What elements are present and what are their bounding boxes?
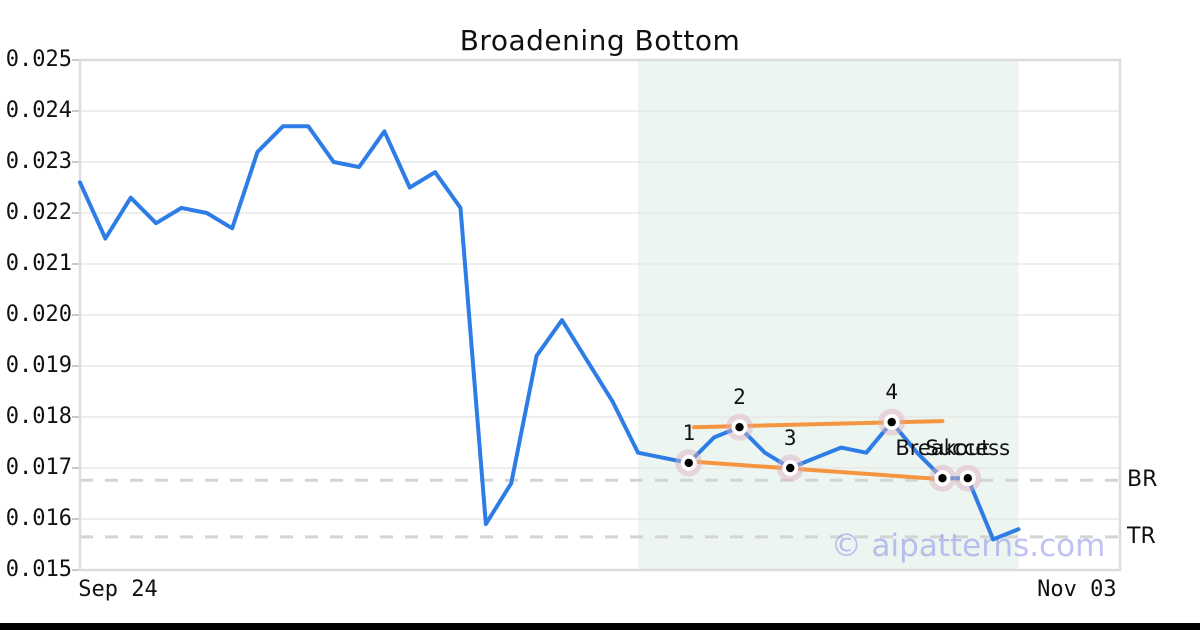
pattern-point-2-dot — [735, 423, 744, 432]
y-tick-label: 0.021 — [5, 251, 72, 276]
plot-border — [78, 58, 1122, 572]
breakout-label: Breakout — [895, 436, 990, 461]
y-tick-label: 0.022 — [5, 200, 72, 225]
x-tick-label: Sep 24 — [78, 577, 158, 602]
y-tick-label: 0.017 — [5, 455, 72, 480]
level-label-br: BR — [1127, 467, 1158, 493]
pattern-point-4-dot — [887, 417, 896, 427]
success-marker-dot — [963, 474, 973, 483]
level-label-tr: TR — [1127, 523, 1156, 549]
y-tick-label: 0.025 — [5, 47, 72, 72]
pattern-point-label-1: 1 — [682, 420, 696, 445]
lower-broadening-line — [686, 459, 945, 482]
success-label: Success — [925, 436, 1011, 461]
breakout-marker-dot — [938, 474, 947, 483]
pattern-point-label-3: 3 — [783, 426, 797, 450]
chart-title: Broadening Bottom — [459, 24, 741, 57]
pattern-point-3-dot — [786, 463, 795, 473]
y-tick-label: 0.018 — [5, 404, 72, 429]
y-tick-label: 0.024 — [5, 98, 72, 123]
x-tick-label: Nov 03 — [1037, 577, 1117, 602]
pattern-point-label-2: 2 — [733, 385, 746, 410]
y-tick-label: 0.019 — [5, 353, 72, 378]
y-tick-label: 0.016 — [5, 506, 72, 531]
pattern-point-label-4: 4 — [885, 380, 899, 405]
y-tick-label: 0.020 — [5, 302, 72, 327]
y-tick-label: 0.015 — [5, 557, 72, 582]
footer-bar — [0, 623, 1200, 630]
price-line — [78, 124, 1021, 542]
y-tick-label: 0.023 — [5, 149, 72, 174]
watermark: © aipatterns.com — [831, 528, 1106, 564]
pattern-point-1-dot — [684, 458, 693, 468]
